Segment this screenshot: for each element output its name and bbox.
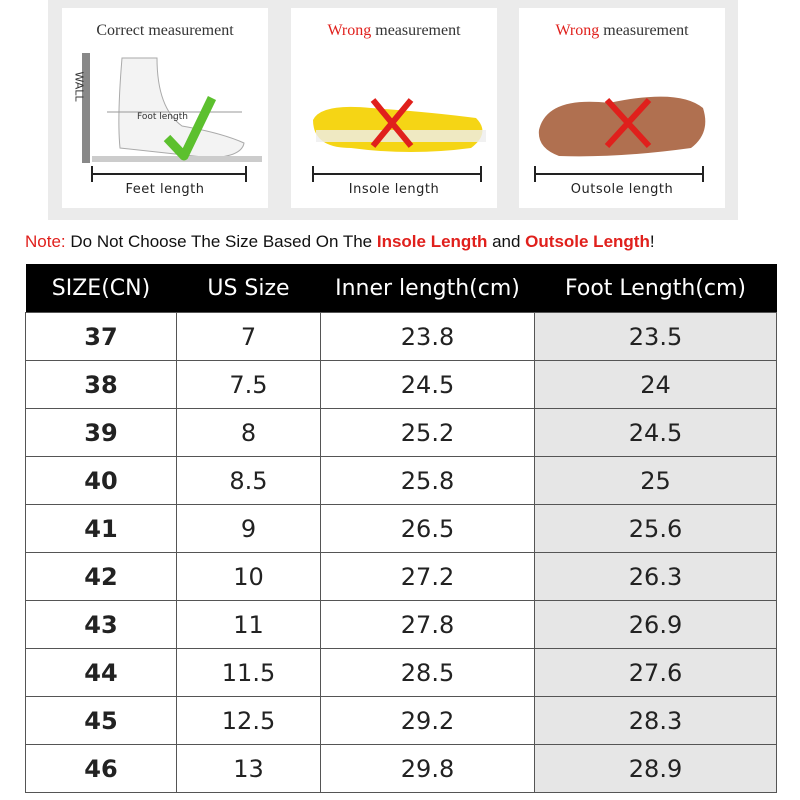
table-cell: 42 [25, 552, 177, 601]
table-row: 46 13 29.8 28.9 [25, 744, 777, 793]
title-part: Wrong [555, 22, 600, 39]
table-cell: 8.5 [176, 456, 321, 505]
note-part: Insole Length [376, 232, 488, 251]
header-cell: US Size [176, 264, 321, 313]
table-cell: 28.5 [320, 648, 535, 697]
table-cell: 27.6 [534, 648, 777, 697]
table-row: 37 7 23.8 23.5 [25, 312, 777, 361]
size-table: SIZE(CN) US Size Inner length(cm) Foot Leng… [25, 264, 777, 793]
table-cell: 45 [25, 696, 177, 745]
table-cell: 26.5 [320, 504, 535, 553]
table-cell: 12.5 [176, 696, 321, 745]
title-part: measurement [371, 22, 461, 39]
note-part: Note: [25, 232, 66, 251]
table-cell: 25.6 [534, 504, 777, 553]
table-row: 41 9 26.5 25.6 [25, 504, 777, 553]
table-cell: 44 [25, 648, 177, 697]
panel: Wrong measurement Outsole length [519, 8, 725, 208]
table-row: 45 12.5 29.2 28.3 [25, 696, 777, 745]
table-cell: 8 [176, 408, 321, 457]
table-cell: 11.5 [176, 648, 321, 697]
table-cell: 43 [25, 600, 177, 649]
table-cell: 25 [534, 456, 777, 505]
table-row: 43 11 27.8 26.9 [25, 600, 777, 649]
panel-caption: Feet length [125, 182, 205, 197]
table-cell: 24.5 [320, 360, 535, 409]
panel-title: Wrong measurement [291, 22, 497, 40]
table-cell: 40 [25, 456, 177, 505]
header-row: SIZE(CN) US Size Inner length(cm) Foot Leng… [25, 264, 777, 313]
note-part: ! [649, 232, 655, 251]
measurement-panels: Correct measurement WALL Foot length Feet l… [48, 0, 738, 220]
table-cell: 27.2 [320, 552, 535, 601]
table-cell: 26.9 [534, 600, 777, 649]
table-cell: 27.8 [320, 600, 535, 649]
header-cell: Inner length(cm) [320, 264, 535, 313]
table-cell: 38 [25, 360, 177, 409]
table-cell: 7.5 [176, 360, 321, 409]
table-cell: 7 [176, 312, 321, 361]
note-part: Outsole Length [525, 232, 650, 251]
panel: Correct measurement WALL Foot length Feet l… [62, 8, 268, 208]
table-cell: 41 [25, 504, 177, 553]
title-part: measurement [599, 22, 689, 39]
table-body: 37 7 23.8 23.5 38 7.5 24.5 24 39 8 25.2 24.5 40 8.5 25… [25, 312, 777, 793]
foot-label: Foot length [137, 112, 188, 122]
table-cell: 28.3 [534, 696, 777, 745]
table-cell: 23.8 [320, 312, 535, 361]
table-cell: 13 [176, 744, 321, 793]
title-part: Wrong [327, 22, 372, 39]
table-cell: 37 [25, 312, 177, 361]
table-cell: 28.9 [534, 744, 777, 793]
wall-label: WALL [72, 71, 86, 102]
table-row: 44 11.5 28.5 27.6 [25, 648, 777, 697]
table-cell: 24.5 [534, 408, 777, 457]
table-row: 42 10 27.2 26.3 [25, 552, 777, 601]
table-cell: 10 [176, 552, 321, 601]
note: Note: Do Not Choose The Size Based On Th… [25, 232, 655, 252]
note-part: Do Not Choose The Size Based On The [65, 232, 377, 251]
table-cell: 26.3 [534, 552, 777, 601]
table-cell: 29.2 [320, 696, 535, 745]
table-cell: 25.8 [320, 456, 535, 505]
note-part: and [487, 232, 526, 251]
title-part: Correct measurement [96, 22, 234, 39]
header-cell: Foot Length(cm) [534, 264, 777, 313]
panel-title: Correct measurement [62, 22, 268, 40]
panel-title: Wrong measurement [519, 22, 725, 40]
table-cell: 9 [176, 504, 321, 553]
table-cell: 23.5 [534, 312, 777, 361]
header-cell: SIZE(CN) [25, 264, 177, 313]
panel-caption: Insole length [348, 182, 440, 197]
table-cell: 25.2 [320, 408, 535, 457]
table-cell: 29.8 [320, 744, 535, 793]
table-row: 40 8.5 25.8 25 [25, 456, 777, 505]
table-cell: 11 [176, 600, 321, 649]
table-row: 39 8 25.2 24.5 [25, 408, 777, 457]
panel: Wrong measurement Insole length [291, 8, 497, 208]
panel-caption: Outsole length [570, 182, 674, 197]
table-cell: 39 [25, 408, 177, 457]
table-cell: 24 [534, 360, 777, 409]
table-cell: 46 [25, 744, 177, 793]
table-row: 38 7.5 24.5 24 [25, 360, 777, 409]
